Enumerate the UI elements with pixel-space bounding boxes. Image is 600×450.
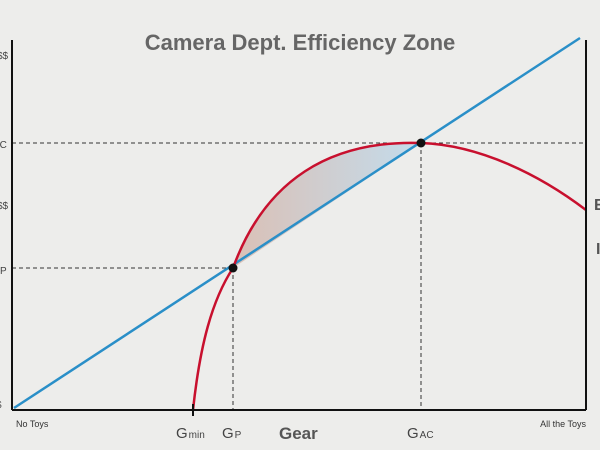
p-intersection-point — [228, 263, 238, 273]
right-fragment-i: I — [596, 241, 600, 258]
cost-line — [13, 36, 581, 410]
gear-axis-title: Gear — [279, 424, 318, 443]
ac-intersection-point — [416, 138, 426, 148]
y-p-label: P — [0, 266, 7, 277]
x-left-end-label: No Toys — [16, 419, 49, 429]
y-bottom-label: $ — [0, 400, 2, 411]
gp-label: GP — [222, 425, 242, 442]
diagram-title: Camera Dept. Efficiency Zone — [145, 30, 456, 55]
y-mid-label: $$ — [0, 201, 9, 212]
y-top-label: $$ — [0, 51, 9, 62]
x-right-end-label: All the Toys — [540, 419, 586, 429]
y-ac-label: AC — [0, 140, 7, 151]
benefit-curve — [191, 141, 587, 411]
gac-label: GAC — [407, 425, 434, 442]
gmin-label: Gmin — [176, 425, 205, 442]
right-fragment-e: E — [594, 197, 600, 214]
